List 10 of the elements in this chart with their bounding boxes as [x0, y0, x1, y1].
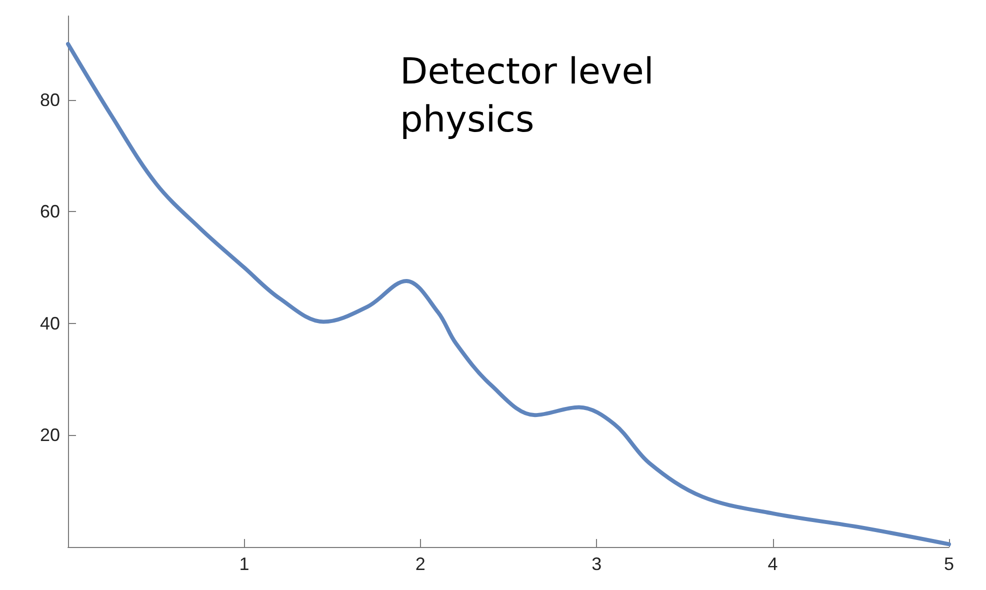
x-tick-label: 1 [239, 554, 250, 574]
x-tick-label: 3 [592, 554, 602, 574]
x-tick-label: 5 [944, 554, 954, 574]
annotation: Detector level physics [400, 52, 654, 140]
x-tick-label: 2 [415, 554, 426, 574]
y-tick-label: 80 [40, 90, 60, 110]
y-tick-label: 20 [40, 425, 60, 446]
y-tick-label: 60 [40, 202, 60, 222]
x-tick-label: 4 [768, 554, 778, 574]
y-tick-label: 40 [40, 313, 60, 334]
